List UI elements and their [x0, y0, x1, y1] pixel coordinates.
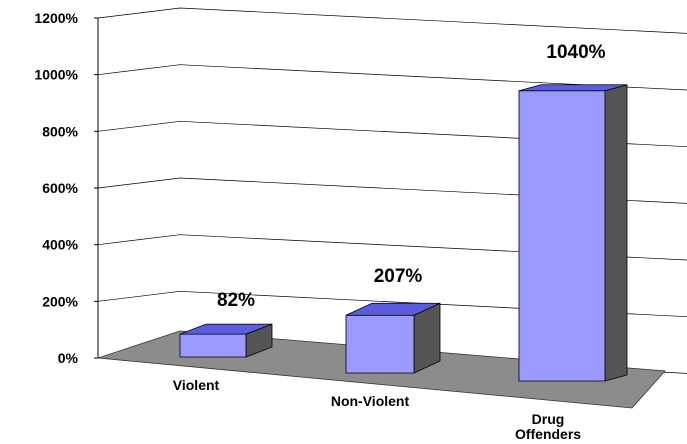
y-tick-label: 0% [58, 350, 79, 366]
x-tick-label: Non-Violent [331, 393, 410, 409]
x-tick-label: Drug Offenders [515, 411, 581, 442]
y-tick-label: 1200% [34, 10, 78, 26]
bar-top [345, 302, 441, 316]
bar-side [604, 84, 628, 382]
gridline [97, 64, 687, 91]
data-label: 1040% [546, 42, 605, 63]
y-tick-label: 200% [42, 293, 78, 309]
gridline [97, 7, 687, 34]
gridline [97, 177, 687, 204]
y-tick-label: 600% [42, 180, 78, 196]
bar [179, 323, 273, 358]
y-axis: 0% 200% 400% 600% 800% 1000% 1200% [34, 10, 98, 366]
bar-front [345, 314, 415, 374]
y-tick-label: 1000% [34, 67, 78, 83]
gridlines [97, 7, 687, 374]
gridline [97, 234, 687, 261]
bar [518, 84, 628, 382]
gridline [97, 120, 687, 148]
bar-front [179, 333, 247, 358]
data-label: 207% [374, 266, 423, 287]
bar-front [518, 90, 606, 382]
y-tick-label: 400% [42, 237, 78, 253]
x-axis: Violent Non-Violent Drug Offenders [173, 377, 581, 442]
y-tick-label: 800% [42, 123, 78, 139]
data-labels: 82% 207% 1040% [217, 42, 606, 311]
bars [179, 84, 628, 382]
bar-top [179, 323, 273, 335]
data-label: 82% [217, 290, 255, 311]
bar-top [518, 84, 628, 92]
bar [345, 302, 441, 374]
x-tick-label: Violent [173, 377, 220, 393]
gridline [97, 290, 687, 318]
